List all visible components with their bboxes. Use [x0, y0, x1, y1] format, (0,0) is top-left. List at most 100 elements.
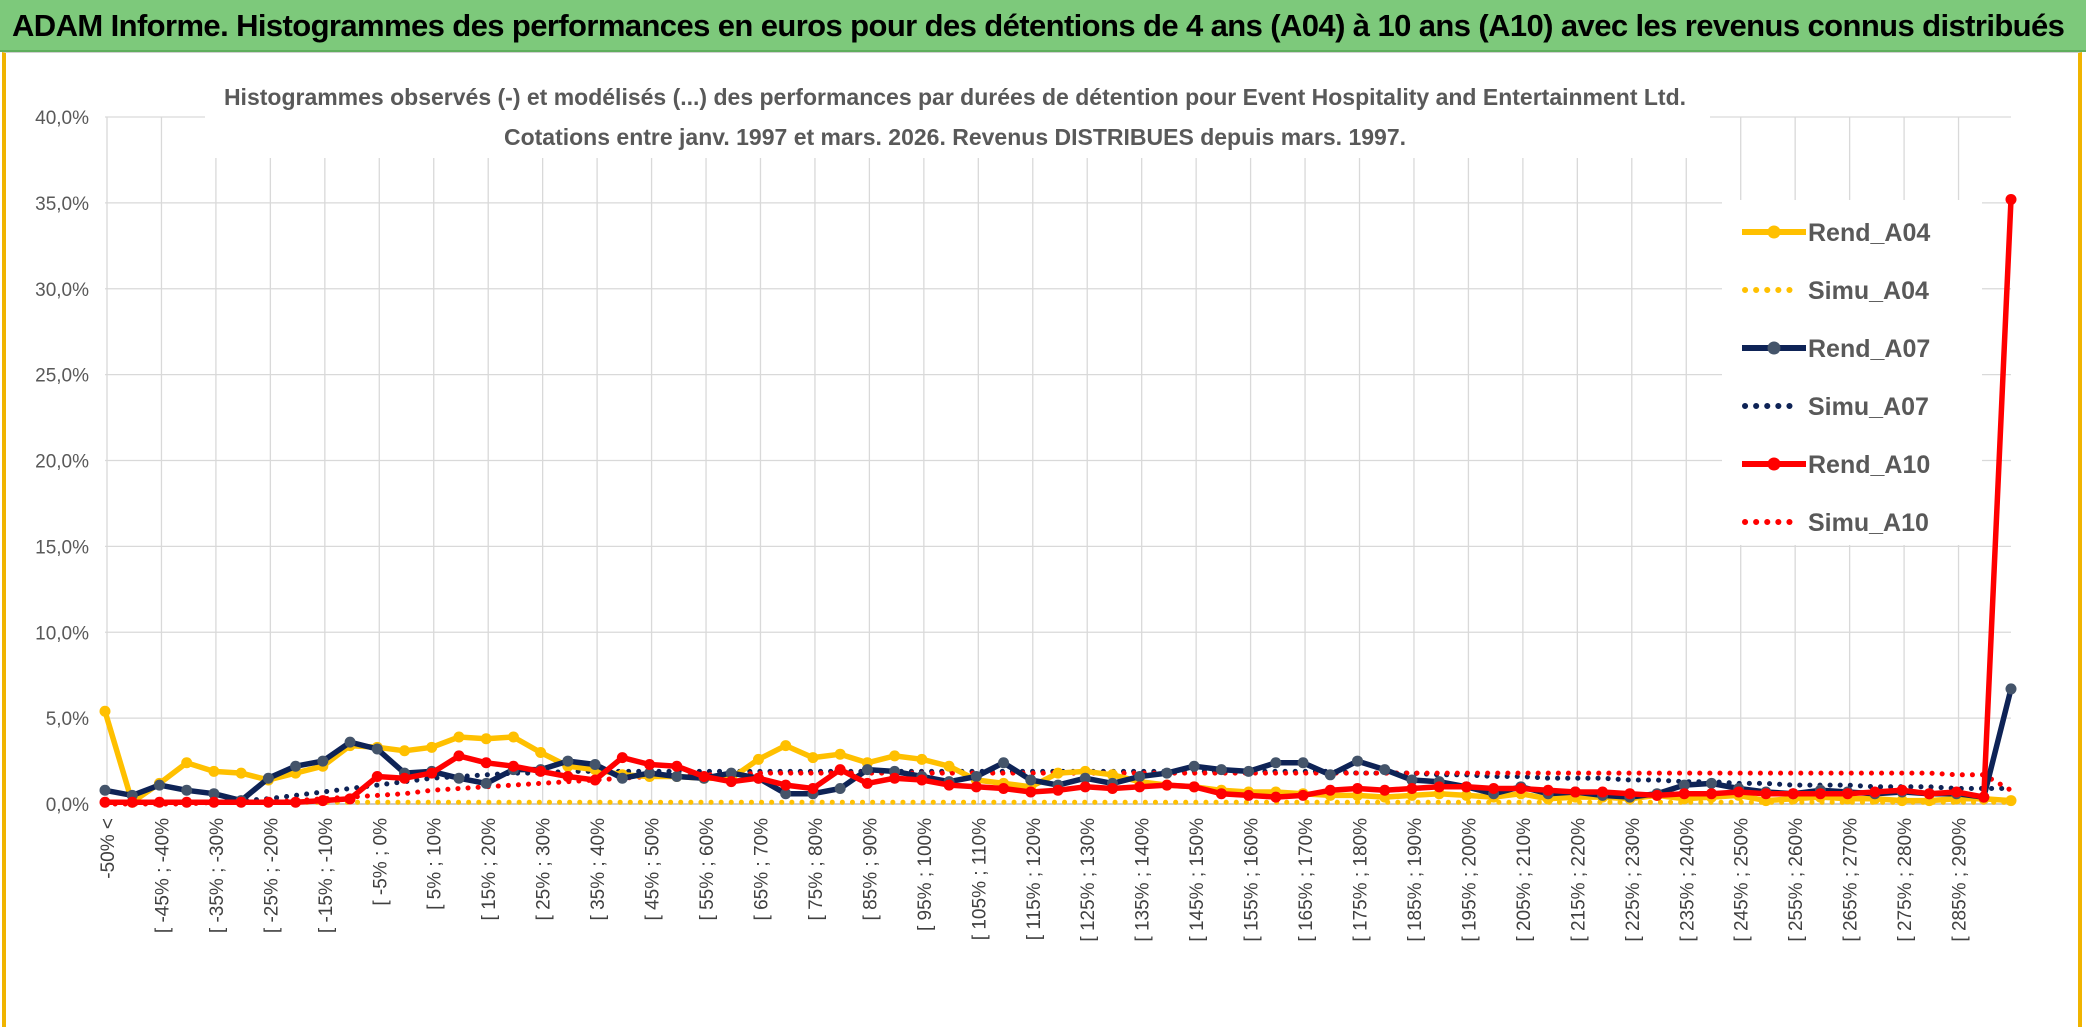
data-point — [1379, 784, 1391, 796]
data-point — [1705, 777, 1717, 789]
data-point — [671, 771, 683, 783]
data-point — [1297, 789, 1309, 801]
x-tick-label: [ 45% ; 50% — [643, 818, 664, 921]
data-point — [970, 771, 982, 783]
legend-item: Simu_A04 — [1742, 277, 1929, 305]
data-point — [725, 767, 737, 779]
data-point — [181, 784, 193, 796]
data-point — [1297, 757, 1309, 769]
data-point — [1705, 788, 1717, 800]
data-point — [1597, 786, 1609, 798]
x-tick-label: [ -35% ; -30% — [207, 818, 228, 933]
data-point — [1270, 757, 1282, 769]
data-point — [589, 774, 601, 786]
x-tick-label: [ -5% ; 0% — [370, 818, 391, 906]
data-point — [2005, 683, 2017, 695]
y-tick-label: 15,0% — [35, 537, 89, 558]
data-point — [317, 795, 329, 807]
legend-marker — [1767, 225, 1781, 239]
x-tick-label: [ 225% ; 230% — [1623, 818, 1644, 942]
chart-subtitle: Cotations entre janv. 1997 et mars. 2026… — [504, 124, 1406, 150]
data-point — [644, 767, 656, 779]
data-point — [507, 731, 519, 743]
data-point — [644, 758, 656, 770]
data-point — [1814, 788, 1826, 800]
data-point — [834, 748, 846, 760]
legend-label: Rend_A10 — [1808, 451, 1930, 479]
legend-label: Simu_A04 — [1808, 277, 1929, 305]
legend-label: Rend_A07 — [1808, 335, 1930, 363]
data-point — [943, 779, 955, 791]
data-point — [1025, 786, 1037, 798]
y-tick-label: 30,0% — [35, 280, 89, 301]
data-point — [1515, 783, 1527, 795]
y-axis-ticks: 0,0% 5,0% 10,0% 15,0% 20,0% 25,0% 30,0% 35,0% 40… — [35, 108, 89, 816]
report-header: ADAM Informe. Histogrammes des performan… — [0, 0, 2086, 52]
data-point — [1488, 783, 1500, 795]
data-point — [616, 772, 628, 784]
data-point — [1678, 788, 1690, 800]
data-point — [861, 764, 873, 776]
data-point — [752, 753, 764, 765]
data-point — [1134, 771, 1146, 783]
y-tick-label: 20,0% — [35, 452, 89, 473]
data-point — [2005, 193, 2017, 205]
data-point — [780, 788, 792, 800]
x-tick-label: [ 275% ; 280% — [1895, 818, 1916, 942]
data-point — [344, 736, 356, 748]
data-point — [290, 796, 302, 808]
x-tick-label: [ 235% ; 240% — [1677, 818, 1698, 942]
x-tick-label: [ 105% ; 110% — [969, 818, 990, 940]
data-point — [970, 781, 982, 793]
data-point — [453, 750, 465, 762]
data-point — [507, 760, 519, 772]
data-point — [181, 796, 193, 808]
data-point — [1678, 779, 1690, 791]
data-point — [1052, 767, 1064, 779]
data-point — [535, 765, 547, 777]
data-point — [126, 796, 138, 808]
data-point — [1352, 755, 1364, 767]
y-tick-label: 0,0% — [46, 795, 89, 816]
data-point — [1243, 765, 1255, 777]
data-point — [589, 758, 601, 770]
x-tick-label: [ 175% ; 180% — [1351, 818, 1372, 942]
x-tick-label: [ 85% ; 90% — [860, 818, 881, 921]
data-point — [262, 772, 274, 784]
data-point — [371, 771, 383, 783]
report-title: ADAM Informe. Histogrammes des performan… — [12, 8, 2065, 43]
data-point — [834, 783, 846, 795]
x-tick-label: [ -45% ; -40% — [152, 818, 173, 933]
series-rend-a10 — [99, 193, 2017, 808]
data-point — [807, 783, 819, 795]
data-point — [916, 774, 928, 786]
data-point — [1079, 781, 1091, 793]
data-point — [480, 777, 492, 789]
data-point — [1270, 791, 1282, 803]
x-tick-label: [ 115% ; 120% — [1024, 818, 1045, 940]
data-point — [780, 740, 792, 752]
data-point — [1896, 795, 1908, 807]
x-tick-label: [ 35% ; 40% — [588, 818, 609, 921]
data-point — [1134, 781, 1146, 793]
data-point — [290, 760, 302, 772]
legend-label: Rend_A04 — [1808, 219, 1930, 247]
data-point — [1733, 786, 1745, 798]
x-tick-label: [ 55% ; 60% — [697, 818, 718, 921]
data-point — [99, 784, 111, 796]
chart-frame — [2, 52, 2082, 1027]
data-point — [1923, 788, 1935, 800]
y-tick-label: 40,0% — [35, 108, 89, 129]
legend: Rend_A04 Simu_A04 Rend_A07 Simu_A07 Rend_A10… — [1722, 200, 1982, 545]
data-point — [1842, 788, 1854, 800]
data-point — [1406, 774, 1418, 786]
chart-title: Histogrammes observés (-) et modélisés (… — [224, 84, 1686, 110]
data-point — [1433, 781, 1445, 793]
x-tick-label: [ 65% ; 70% — [751, 818, 772, 921]
data-point — [1106, 783, 1118, 795]
y-tick-label: 25,0% — [35, 366, 89, 387]
data-point — [208, 788, 220, 800]
data-point — [1542, 784, 1554, 796]
data-point — [153, 796, 165, 808]
